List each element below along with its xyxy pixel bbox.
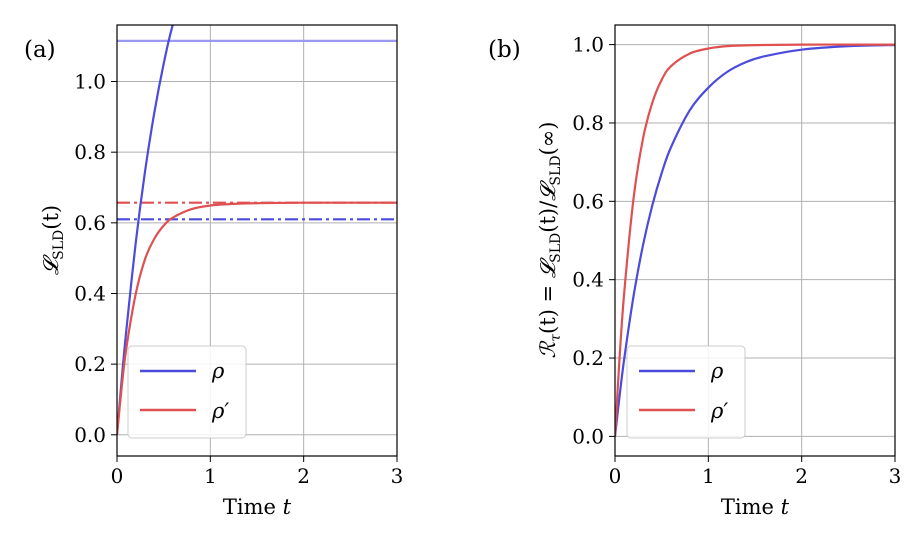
panel-b-y-axis-label-r: ℛ xyxy=(536,340,560,358)
panel-b-y-tick-label-0: 0.0 xyxy=(572,424,604,448)
panel-a-x-axis-label-var: t xyxy=(283,495,292,519)
panel-b-y-axis-label-arg2: (∞) xyxy=(536,122,560,156)
panel-b-x-tick-label-0: 0 xyxy=(609,464,622,488)
panel-b-legend-label-rho: ρ xyxy=(710,359,724,383)
panel-a-series xyxy=(117,25,397,435)
panel-b-y-axis-label-sub1: SLD xyxy=(548,233,564,263)
panel-a-legend-label-rho: ρ xyxy=(211,359,225,383)
panel-b-ticks: 0 1 2 3 0.0 0.2 0.4 0.6 0.8 1.0 xyxy=(572,33,901,488)
panel-b-series xyxy=(615,43,895,437)
panel-a-frame xyxy=(116,24,398,457)
panel-a-label: (a) xyxy=(24,37,56,63)
panel-b-x-axis-label: Time t xyxy=(721,495,790,519)
panel-b-x-axis-label-text: Time xyxy=(721,495,774,519)
panel-a-series-rho xyxy=(117,25,174,435)
panel-a-y-tick-label-2: 0.4 xyxy=(74,281,106,305)
panel-a: 0 1 2 3 0.0 0.2 0.4 0.6 0.8 1.0 (a) Time t 𝓛SLD(t… xyxy=(24,24,403,519)
panel-a-reference-lines xyxy=(117,39,397,221)
panel-b-x-tick-label-2: 2 xyxy=(795,464,808,488)
panel-b-y-tick-label-1: 0.2 xyxy=(572,346,604,370)
panel-b-y-axis-label-r-arg: (t) = xyxy=(536,278,560,334)
panel-b-y-axis-label-r-sub: τ xyxy=(548,334,564,342)
panel-b-series-rho-prime xyxy=(615,43,895,437)
panel-b-legend-label-rho-prime: ρ′ xyxy=(710,399,728,423)
panel-b-frame xyxy=(614,24,896,457)
panel-b-x-axis-label-var: t xyxy=(781,495,790,519)
panel-a-x-tick-label-3: 3 xyxy=(391,464,404,488)
panel-b-y-tick-label-5: 1.0 xyxy=(572,33,604,57)
panel-a-y-axis-label-sub: SLD xyxy=(51,230,67,260)
panel-a-legend-box xyxy=(127,345,247,439)
panel-a-y-axis-label-arg: (t) xyxy=(39,205,63,230)
panel-a-x-axis-label: Time t xyxy=(223,495,292,519)
panel-b-y-axis-label-arg1: (t)/ xyxy=(536,200,560,233)
panel-b-x-tick-label-1: 1 xyxy=(702,464,715,488)
panel-a-ticks: 0 1 2 3 0.0 0.2 0.4 0.6 0.8 1.0 xyxy=(74,70,403,488)
panel-a-y-axis-label: 𝓛SLD(t) xyxy=(39,205,67,275)
panel-a-x-axis-label-text: Time xyxy=(223,495,276,519)
panel-b-y-axis-label-sub2: SLD xyxy=(548,155,564,185)
panel-b-label: (b) xyxy=(488,37,521,63)
panel-b-y-axis-label: ℛτ(t) = 𝓛SLD(t)/𝓛SLD(∞) xyxy=(536,122,564,359)
panel-a-y-tick-label-1: 0.2 xyxy=(74,352,106,376)
panel-a-y-tick-label-5: 1.0 xyxy=(74,70,106,94)
panel-b-legend: ρ ρ′ xyxy=(626,345,746,439)
panel-b-x-tick-label-3: 3 xyxy=(889,464,902,488)
panel-b-y-tick-label-4: 0.8 xyxy=(572,111,604,135)
panel-a-x-tick-label-1: 1 xyxy=(204,464,217,488)
panel-a-y-tick-label-3: 0.6 xyxy=(74,211,106,235)
panel-a-y-tick-label-0: 0.0 xyxy=(74,423,106,447)
panel-b-y-tick-label-3: 0.6 xyxy=(572,189,604,213)
panel-b-series-rho xyxy=(615,43,895,437)
panel-a-x-tick-label-2: 2 xyxy=(297,464,310,488)
panel-b-legend-box xyxy=(626,345,746,439)
panel-a-series-rho-prime xyxy=(117,201,397,435)
panel-a-legend-label-rho-prime: ρ′ xyxy=(211,399,229,423)
panel-a-x-tick-label-0: 0 xyxy=(111,464,124,488)
panel-a-legend: ρ ρ′ xyxy=(127,345,247,439)
panel-b-y-tick-label-2: 0.4 xyxy=(572,268,604,292)
panel-b: 0 1 2 3 0.0 0.2 0.4 0.6 0.8 1.0 (b) Time t ℛτ(t) … xyxy=(488,24,901,519)
panel-a-y-tick-label-4: 0.8 xyxy=(74,140,106,164)
